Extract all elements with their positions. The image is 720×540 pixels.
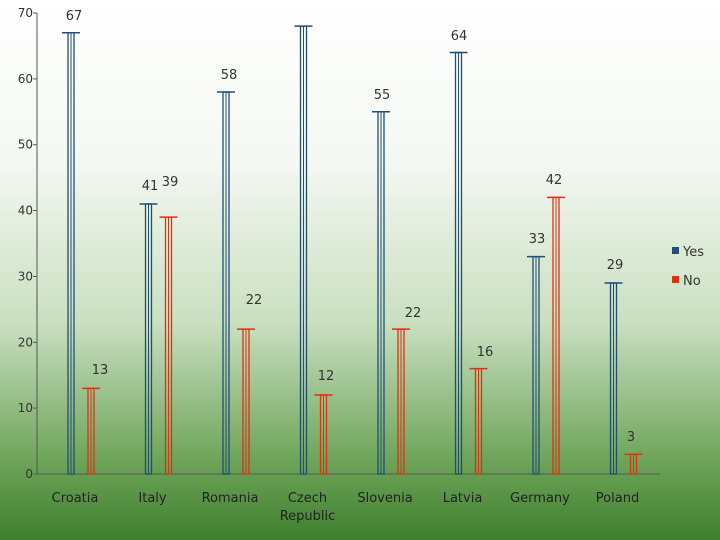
data-label: 22 xyxy=(246,293,263,308)
y-tick-label: 0 xyxy=(25,467,33,481)
data-label: 22 xyxy=(405,306,422,321)
category-label: Romania xyxy=(202,491,259,506)
data-label: 41 xyxy=(142,179,159,194)
y-tick-label: 30 xyxy=(18,269,33,283)
category-label: Czech xyxy=(288,491,327,506)
legend-swatch-yes xyxy=(672,247,679,254)
legend-swatch-no xyxy=(672,276,679,283)
category-label: Republic xyxy=(280,509,336,524)
category-label: Slovenia xyxy=(357,491,412,506)
category-label: Italy xyxy=(138,491,167,506)
data-label: 33 xyxy=(529,232,546,247)
data-label: 16 xyxy=(477,345,494,360)
data-label: 13 xyxy=(92,363,109,378)
category-label: Latvia xyxy=(443,491,483,506)
data-label: 29 xyxy=(607,258,624,273)
category-label: Poland xyxy=(596,491,639,506)
legend-label-yes: Yes xyxy=(682,245,704,260)
y-tick-label: 40 xyxy=(18,204,33,218)
data-label: 55 xyxy=(374,88,391,103)
data-label: 3 xyxy=(627,430,635,445)
category-label: Germany xyxy=(510,491,570,506)
data-label: 67 xyxy=(66,9,83,24)
y-tick-label: 10 xyxy=(18,401,33,415)
y-tick-label: 50 xyxy=(18,138,33,152)
data-label: 12 xyxy=(318,369,335,384)
y-tick-label: 60 xyxy=(18,72,33,86)
data-label: 64 xyxy=(451,29,468,44)
data-label: 42 xyxy=(546,173,563,188)
category-label: Croatia xyxy=(52,491,99,506)
y-tick-label: 70 xyxy=(18,6,33,20)
data-label: 39 xyxy=(162,175,179,190)
y-tick-label: 20 xyxy=(18,335,33,349)
data-label: 58 xyxy=(221,68,238,83)
legend-label-no: No xyxy=(683,274,701,289)
